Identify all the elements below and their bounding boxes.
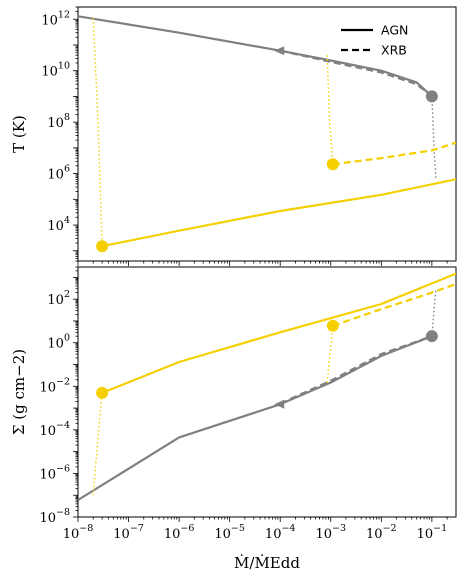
transition-marker: [326, 158, 339, 171]
x-tick-label: 10−4: [265, 523, 296, 542]
temperature-panel: 104 106 108 1010 1012 T (K) AGN XRB: [10, 6, 457, 266]
y-tick-label: 10−4: [39, 420, 70, 439]
y-tick-label: 104: [47, 215, 70, 234]
y-tick-label: 102: [47, 289, 70, 308]
x-axis-label: Ṁ/ṀEdd: [234, 554, 300, 572]
series-line-solid: [78, 335, 433, 501]
transition-marker: [96, 386, 109, 399]
y-tick-label: 106: [47, 164, 70, 183]
series-line-dashed: [332, 282, 456, 327]
legend-label: XRB: [381, 43, 407, 58]
series-line-solid: [78, 15, 433, 98]
y-tick-label: 1010: [41, 61, 70, 80]
legend: AGN XRB: [341, 23, 408, 58]
axes-frame: [77, 266, 457, 518]
axes-frame: [77, 6, 457, 262]
transition-marker: [96, 240, 109, 253]
y-axis-label: Σ (g cm−2): [10, 349, 28, 435]
surface-density-panel: 10−8 10−6 10−4 10−2 100 102 10−8 10−7 10−6 10−5 10…: [10, 266, 457, 572]
legend-label: AGN: [381, 23, 408, 38]
x-tick-label: 10−8: [63, 523, 94, 542]
y-axis-label: T (K): [10, 115, 28, 153]
x-tick-label: 10−3: [315, 523, 346, 542]
series-line-dotted: [92, 392, 103, 496]
series-line-dotted: [326, 325, 334, 383]
direction-arrow: [274, 46, 285, 56]
y-tick-label: 108: [47, 112, 70, 131]
y-tick-label: 1012: [41, 9, 70, 28]
transition-marker: [425, 90, 438, 103]
series-line-dotted: [326, 55, 334, 165]
plot-area: [78, 272, 456, 501]
series-line-dotted: [431, 288, 437, 337]
x-tick-label: 10−1: [417, 523, 448, 542]
y-tick-label: 100: [47, 333, 70, 352]
x-tick-label: 10−5: [214, 523, 245, 542]
y-tick-label: 10−8: [39, 507, 70, 526]
y-tick-label: 10−6: [39, 463, 70, 482]
series-line-dashed: [332, 141, 456, 166]
series-line-dotted: [92, 18, 103, 247]
x-tick-label: 10−7: [113, 523, 144, 542]
series-line-solid: [101, 178, 456, 248]
transition-marker: [425, 330, 438, 343]
direction-arrow: [274, 399, 285, 409]
plot-area: [78, 15, 456, 253]
series-line-dashed: [279, 335, 433, 405]
x-tick-label: 10−2: [366, 523, 397, 542]
transition-marker: [326, 319, 339, 332]
series-line-dotted: [431, 96, 437, 180]
series-line-dashed: [279, 49, 433, 98]
y-tick-label: 10−2: [39, 376, 70, 395]
x-tick-label: 10−6: [164, 523, 195, 542]
series-line-solid: [101, 272, 456, 394]
